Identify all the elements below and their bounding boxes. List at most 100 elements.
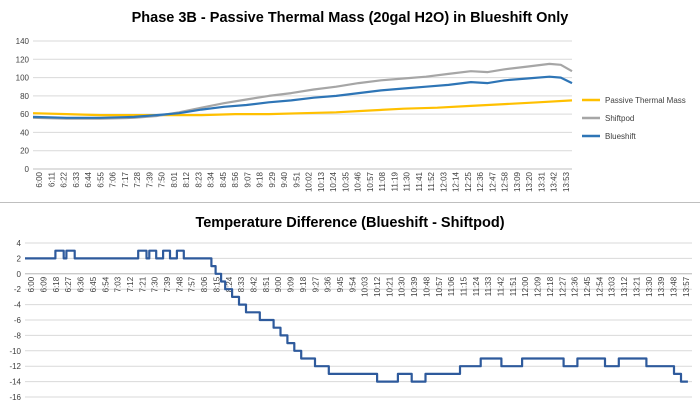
chart-title: Temperature Difference (Blueshift - Shif…: [195, 215, 505, 231]
x-tick-label: 9:29: [268, 171, 277, 187]
x-tick-label: 7:03: [114, 276, 123, 292]
x-tick-label: 9:45: [336, 276, 345, 292]
y-tick-label: 0: [17, 270, 22, 279]
x-tick-label: 11:30: [403, 171, 412, 191]
x-tick-label: 6:22: [60, 171, 69, 187]
x-tick-label: 13:31: [537, 171, 546, 192]
x-tick-label: 11:33: [484, 276, 493, 296]
bottom-chart-panel: Temperature Difference (Blueshift - Shif…: [0, 203, 700, 410]
x-tick-label: 7:57: [188, 276, 197, 292]
x-tick-label: 13:53: [562, 171, 571, 192]
x-tick-label: 13:30: [645, 276, 654, 297]
x-tick-label: 9:00: [274, 276, 283, 292]
x-tick-label: 7:39: [145, 171, 154, 187]
x-tick-label: 6:55: [96, 171, 105, 187]
x-tick-label: 9:54: [348, 276, 357, 292]
x-tick-label: 9:18: [299, 276, 308, 292]
x-tick-label: 10:03: [361, 276, 370, 297]
x-tick-label: 11:42: [497, 276, 506, 296]
x-tick-label: 10:57: [435, 276, 444, 297]
x-tick-label: 12:47: [488, 171, 497, 192]
x-tick-label: 8:12: [182, 171, 191, 187]
x-tick-label: 6:44: [84, 171, 93, 187]
x-tick-label: 11:08: [378, 171, 387, 191]
x-tick-label: 12:09: [534, 276, 543, 297]
x-tick-label: 9:18: [256, 171, 265, 187]
x-tick-label: 11:24: [472, 276, 481, 296]
x-tick-label: 13:42: [550, 171, 559, 192]
x-tick-label: 8:01: [170, 171, 179, 187]
x-tick-label: 10:30: [398, 276, 407, 297]
x-tick-label: 10:48: [422, 276, 431, 297]
series-line-0: [32, 99, 573, 117]
x-tick-label: 10:12: [373, 276, 382, 297]
x-tick-label: 7:48: [175, 276, 184, 292]
x-tick-label: 13:20: [525, 171, 534, 192]
x-tick-label: 11:06: [447, 276, 456, 296]
y-tick-label: 4: [17, 239, 22, 248]
y-tick-label: 2: [17, 254, 22, 263]
x-tick-label: 8:45: [219, 171, 228, 187]
x-tick-label: 9:40: [280, 171, 289, 187]
y-tick-label: -14: [9, 378, 21, 387]
x-tick-label: 10:24: [329, 171, 338, 192]
series-line-0: [25, 249, 688, 383]
x-tick-label: 9:07: [243, 171, 252, 187]
x-tick-label: 10:39: [410, 276, 419, 297]
y-tick-label: 100: [16, 74, 30, 83]
x-tick-label: 9:09: [287, 276, 296, 292]
x-tick-label: 8:33: [237, 276, 246, 292]
x-tick-label: 8:15: [212, 276, 221, 292]
x-tick-label: 7:12: [126, 276, 135, 292]
x-tick-label: 9:27: [311, 276, 320, 292]
x-tick-label: 8:24: [225, 276, 234, 292]
x-tick-label: 8:23: [194, 171, 203, 187]
panel-divider: [0, 202, 700, 203]
x-tick-label: 7:17: [121, 171, 130, 187]
x-tick-label: 7:21: [138, 276, 147, 292]
x-tick-label: 12:54: [595, 276, 604, 297]
y-tick-label: -2: [14, 285, 22, 294]
x-tick-label: 6:00: [27, 276, 36, 292]
x-tick-label: 11:51: [509, 276, 518, 296]
x-tick-label: 11:15: [459, 276, 468, 296]
y-tick-label: 40: [20, 128, 29, 137]
x-tick-label: 6:33: [72, 171, 81, 187]
y-tick-label: -10: [9, 347, 21, 356]
x-tick-label: 6:18: [52, 276, 61, 292]
y-tick-label: -12: [9, 362, 21, 371]
x-tick-label: 7:06: [109, 171, 118, 187]
x-tick-label: 12:36: [571, 276, 580, 297]
x-tick-label: 13:09: [513, 171, 522, 192]
x-tick-label: 7:39: [163, 276, 172, 292]
legend-label: Blueshift: [605, 132, 636, 141]
x-tick-label: 10:13: [317, 171, 326, 192]
x-tick-label: 6:00: [35, 171, 44, 187]
x-tick-label: 12:14: [452, 171, 461, 192]
series-line-2: [32, 75, 573, 119]
y-tick-label: 20: [20, 147, 29, 156]
x-tick-label: 9:36: [324, 276, 333, 292]
x-tick-label: 12:18: [546, 276, 555, 297]
x-tick-label: 8:51: [262, 276, 271, 292]
x-tick-label: 12:45: [583, 276, 592, 297]
y-tick-label: -8: [14, 331, 22, 340]
x-tick-label: 12:27: [558, 276, 567, 297]
y-tick-label: 80: [20, 92, 29, 101]
chart-title: Phase 3B - Passive Thermal Mass (20gal H…: [131, 10, 569, 26]
x-tick-label: 10:35: [341, 171, 350, 192]
x-tick-label: 12:36: [476, 171, 485, 192]
y-tick-label: 140: [16, 37, 30, 46]
y-tick-label: -16: [9, 393, 21, 402]
x-tick-label: 11:19: [390, 171, 399, 191]
x-tick-label: 10:21: [385, 276, 394, 297]
x-tick-label: 11:41: [415, 171, 424, 191]
x-tick-label: 7:30: [151, 276, 160, 292]
x-tick-label: 8:34: [207, 171, 216, 187]
legend-label: Shiftpod: [605, 114, 634, 123]
thermal-chart: 0 20 40 60 80 100 120 140 6:00 6:11 6:22 6:33 6:44 6:…: [16, 37, 686, 192]
x-tick-label: 6:54: [101, 276, 110, 292]
x-tick-label: 10:46: [354, 171, 363, 192]
x-tick-label: 6:11: [47, 171, 56, 187]
x-tick-label: 9:51: [292, 171, 301, 187]
